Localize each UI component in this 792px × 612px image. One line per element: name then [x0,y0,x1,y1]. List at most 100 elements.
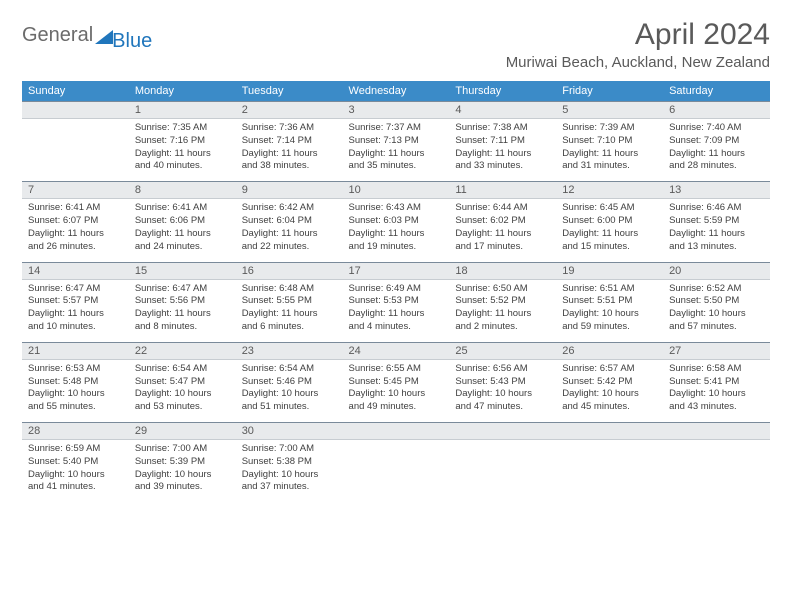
day-body-row: Sunrise: 6:59 AMSunset: 5:40 PMDaylight:… [22,440,770,503]
day-cell: Sunrise: 7:36 AMSunset: 7:14 PMDaylight:… [236,119,343,182]
daylight-text: Daylight: 10 hours [669,388,764,401]
day-number: 25 [449,342,556,359]
daylight-text: Daylight: 10 hours [455,388,550,401]
sunset-text: Sunset: 5:40 PM [28,456,123,469]
sunset-text: Sunset: 5:56 PM [135,295,230,308]
weekday-header: Thursday [449,81,556,102]
sunset-text: Sunset: 5:59 PM [669,215,764,228]
daylight-text: and 45 minutes. [562,401,657,414]
sunrise-text: Sunrise: 6:57 AM [562,363,657,376]
logo-triangle-icon [95,28,113,44]
day-cell: Sunrise: 6:54 AMSunset: 5:47 PMDaylight:… [129,359,236,422]
logo-text-1: General [22,24,93,47]
daylight-text: and 17 minutes. [455,241,550,254]
day-cell: Sunrise: 6:45 AMSunset: 6:00 PMDaylight:… [556,199,663,262]
day-number: 30 [236,423,343,440]
day-cell: Sunrise: 6:46 AMSunset: 5:59 PMDaylight:… [663,199,770,262]
daylight-text: and 51 minutes. [242,401,337,414]
day-cell: Sunrise: 6:42 AMSunset: 6:04 PMDaylight:… [236,199,343,262]
sunset-text: Sunset: 5:48 PM [28,376,123,389]
sunset-text: Sunset: 5:42 PM [562,376,657,389]
daylight-text: and 35 minutes. [349,160,444,173]
day-number: 26 [556,342,663,359]
day-number: 5 [556,102,663,119]
daylight-text: Daylight: 10 hours [669,308,764,321]
day-cell: Sunrise: 6:41 AMSunset: 6:06 PMDaylight:… [129,199,236,262]
day-cell: Sunrise: 7:35 AMSunset: 7:16 PMDaylight:… [129,119,236,182]
sunset-text: Sunset: 5:45 PM [349,376,444,389]
day-number: 24 [343,342,450,359]
day-number [556,423,663,440]
sunset-text: Sunset: 5:41 PM [669,376,764,389]
daylight-text: Daylight: 11 hours [455,228,550,241]
daylight-text: Daylight: 10 hours [28,388,123,401]
daylight-text: Daylight: 10 hours [135,469,230,482]
day-number: 6 [663,102,770,119]
day-number: 29 [129,423,236,440]
sunrise-text: Sunrise: 6:51 AM [562,283,657,296]
day-cell: Sunrise: 6:55 AMSunset: 5:45 PMDaylight:… [343,359,450,422]
daylight-text: Daylight: 11 hours [349,228,444,241]
sunrise-text: Sunrise: 7:00 AM [135,443,230,456]
daylight-text: and 37 minutes. [242,481,337,494]
day-cell: Sunrise: 6:50 AMSunset: 5:52 PMDaylight:… [449,279,556,342]
day-number: 17 [343,262,450,279]
location-subtitle: Muriwai Beach, Auckland, New Zealand [506,54,770,71]
daylight-text: Daylight: 11 hours [455,148,550,161]
weekday-header: Saturday [663,81,770,102]
sunrise-text: Sunrise: 6:56 AM [455,363,550,376]
daylight-text: Daylight: 11 hours [135,228,230,241]
daylight-text: Daylight: 10 hours [562,388,657,401]
weekday-header: Tuesday [236,81,343,102]
sunset-text: Sunset: 5:43 PM [455,376,550,389]
weekday-header-row: Sunday Monday Tuesday Wednesday Thursday… [22,81,770,102]
sunrise-text: Sunrise: 6:47 AM [135,283,230,296]
day-number: 18 [449,262,556,279]
daylight-text: Daylight: 10 hours [28,469,123,482]
daylight-text: and 26 minutes. [28,241,123,254]
day-number: 15 [129,262,236,279]
sunset-text: Sunset: 5:50 PM [669,295,764,308]
sunrise-text: Sunrise: 6:52 AM [669,283,764,296]
daylight-text: and 28 minutes. [669,160,764,173]
daylight-text: Daylight: 11 hours [28,308,123,321]
daylight-text: and 40 minutes. [135,160,230,173]
day-cell [343,440,450,503]
sunset-text: Sunset: 5:38 PM [242,456,337,469]
day-number: 14 [22,262,129,279]
calendar-table: Sunday Monday Tuesday Wednesday Thursday… [22,81,770,502]
day-cell: Sunrise: 6:47 AMSunset: 5:57 PMDaylight:… [22,279,129,342]
day-cell: Sunrise: 7:00 AMSunset: 5:39 PMDaylight:… [129,440,236,503]
sunrise-text: Sunrise: 6:59 AM [28,443,123,456]
daylight-text: and 43 minutes. [669,401,764,414]
day-number: 12 [556,182,663,199]
day-number-row: 78910111213 [22,182,770,199]
daylight-text: Daylight: 11 hours [562,228,657,241]
daylight-text: and 31 minutes. [562,160,657,173]
day-number: 7 [22,182,129,199]
day-number [663,423,770,440]
day-number-row: 14151617181920 [22,262,770,279]
day-cell: Sunrise: 7:38 AMSunset: 7:11 PMDaylight:… [449,119,556,182]
daylight-text: and 41 minutes. [28,481,123,494]
day-number: 28 [22,423,129,440]
weekday-header: Wednesday [343,81,450,102]
daylight-text: and 38 minutes. [242,160,337,173]
sunrise-text: Sunrise: 6:48 AM [242,283,337,296]
day-number: 13 [663,182,770,199]
day-cell: Sunrise: 6:52 AMSunset: 5:50 PMDaylight:… [663,279,770,342]
day-cell: Sunrise: 6:59 AMSunset: 5:40 PMDaylight:… [22,440,129,503]
sunset-text: Sunset: 7:10 PM [562,135,657,148]
sunset-text: Sunset: 5:53 PM [349,295,444,308]
day-number: 16 [236,262,343,279]
day-number: 27 [663,342,770,359]
daylight-text: Daylight: 11 hours [28,228,123,241]
day-number-row: 21222324252627 [22,342,770,359]
sunset-text: Sunset: 7:09 PM [669,135,764,148]
day-number: 9 [236,182,343,199]
sunset-text: Sunset: 5:39 PM [135,456,230,469]
sunrise-text: Sunrise: 7:36 AM [242,122,337,135]
sunset-text: Sunset: 7:14 PM [242,135,337,148]
day-number-row: 123456 [22,102,770,119]
day-number [343,423,450,440]
